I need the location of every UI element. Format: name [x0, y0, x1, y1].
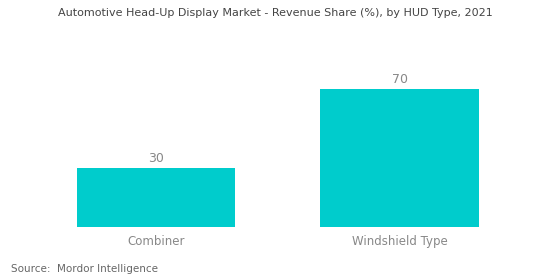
Bar [77, 168, 235, 227]
Text: 30: 30 [148, 152, 164, 165]
Text: Source:  Mordor Intelligence: Source: Mordor Intelligence [11, 264, 158, 274]
Bar [320, 89, 478, 227]
Text: Automotive Head-Up Display Market - Revenue Share (%), by HUD Type, 2021: Automotive Head-Up Display Market - Reve… [58, 8, 492, 18]
Text: 70: 70 [392, 73, 408, 86]
